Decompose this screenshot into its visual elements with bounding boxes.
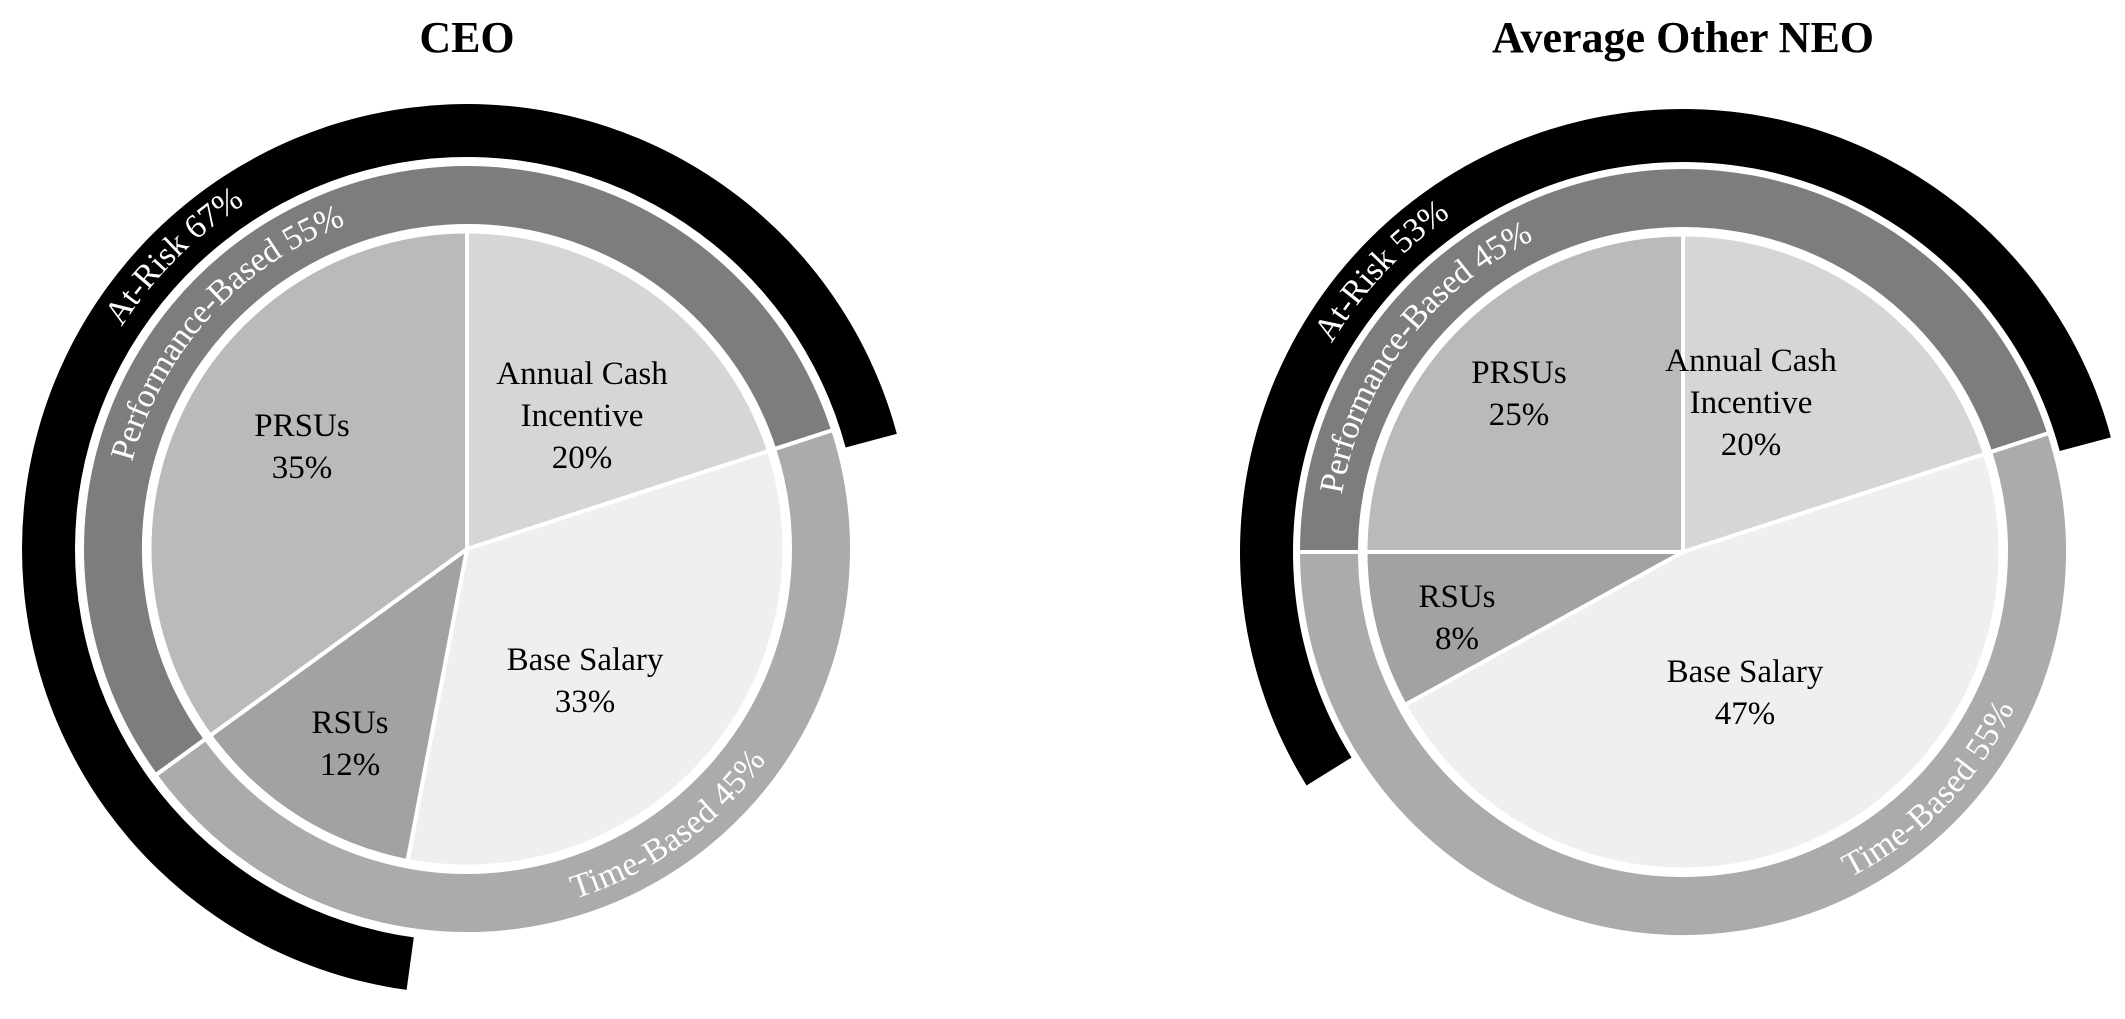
ceo-label-annual-cash-incentive: Annual Cash Incentive 20% [496,356,668,476]
neo-chart-title: Average Other NEO [1492,13,1874,62]
ceo-pie-slices [146,228,788,870]
neo-label-rsus: RSUs 8% [1418,579,1495,657]
ceo-slice-labels: Annual Cash Incentive 20% Base Salary 33% RSU… [254,356,668,783]
neo-label-line: Incentive [1690,385,1813,421]
neo-ring-time [1295,430,2070,939]
neo-label-prsus: PRSUs 25% [1471,355,1566,433]
ceo-ring-time [152,427,854,936]
ceo-label-line: Annual Cash [496,356,668,392]
ceo-label-line: RSUs [311,705,388,741]
neo-label-base-salary: Base Salary 47% [1667,654,1824,732]
neo-label-line: 47% [1715,696,1776,732]
ceo-pie-chart: CEO Performance-Based 55%Time-Based 45%A… [22,13,897,990]
neo-label-line: 20% [1721,427,1782,463]
ceo-chart-title: CEO [419,13,514,62]
ceo-label-rsus: RSUs 12% [311,705,388,783]
neo-pie-rim [1362,231,2004,873]
neo-label-line: Annual Cash [1665,343,1837,379]
neo-label-annual-cash-incentive: Annual Cash Incentive 20% [1665,343,1837,463]
ceo-label-line: 20% [552,440,613,476]
ceo-label-line: Base Salary [507,642,664,678]
neo-label-line: 8% [1435,621,1479,657]
neo-label-line: 25% [1489,397,1550,433]
ceo-label-line: 35% [272,450,333,486]
neo-slice-labels: Annual Cash Incentive 20% Base Salary 47% RSU… [1418,343,1837,732]
ceo-ring-performance [80,162,836,779]
neo-ring-at-risk [1240,109,2111,786]
neo-pie-chart: Average Other NEO Performance-Based 45%T… [1240,13,2111,939]
ceo-label-line: PRSUs [254,408,349,444]
neo-pie-slices [1362,231,2004,873]
neo-ring-performance [1295,165,2052,554]
ceo-pie-rim [146,228,788,870]
neo-label-line: RSUs [1418,579,1495,615]
neo-label-line: PRSUs [1471,355,1566,391]
ceo-label-line: Incentive [521,398,644,434]
ceo-label-line: 33% [555,684,616,720]
ceo-label-prsus: PRSUs 35% [254,408,349,486]
ceo-label-line: 12% [320,747,381,783]
neo-label-line: Base Salary [1667,654,1824,690]
ceo-label-base-salary: Base Salary 33% [507,642,664,720]
